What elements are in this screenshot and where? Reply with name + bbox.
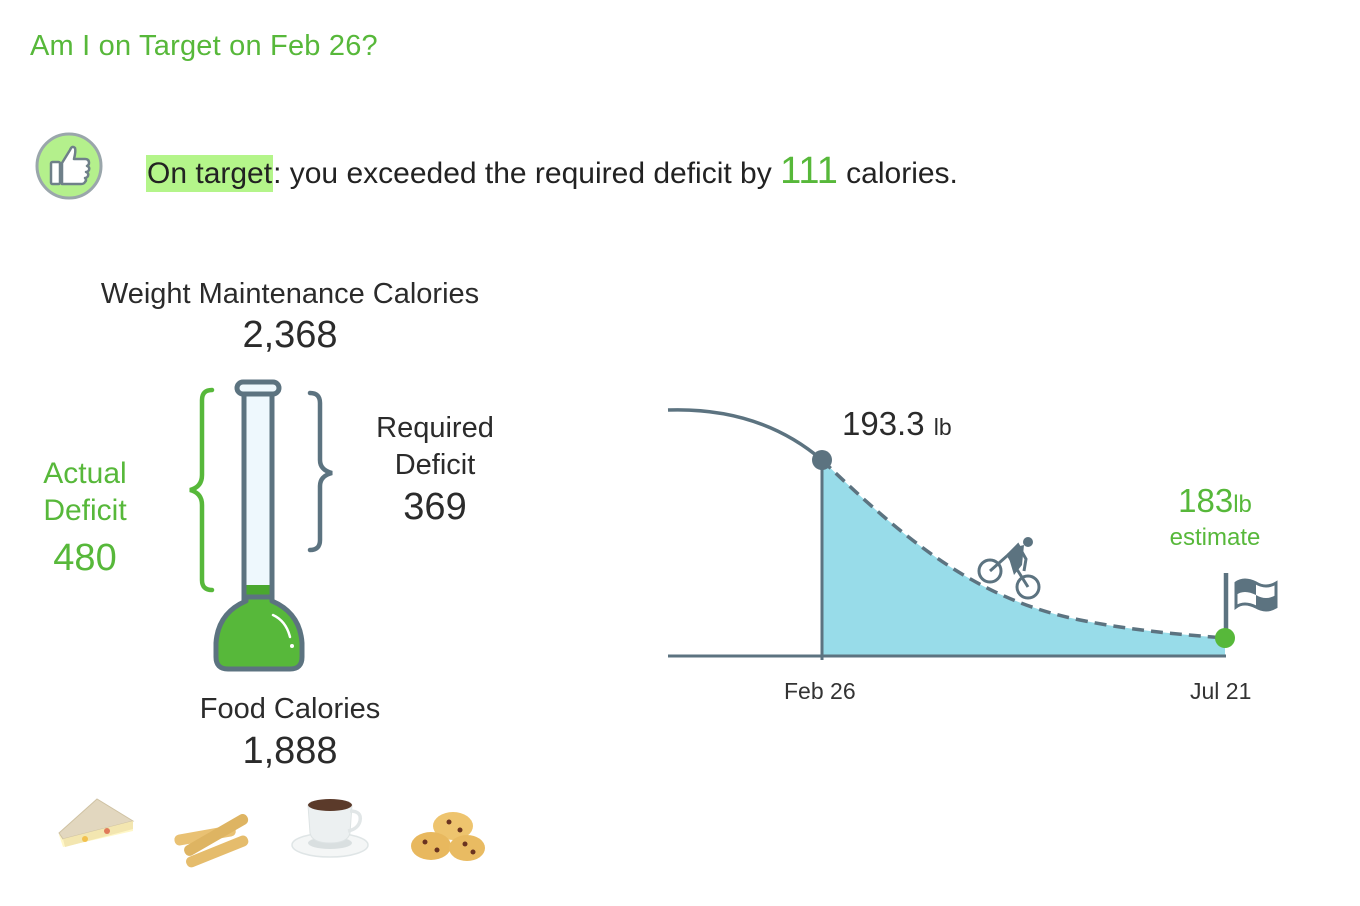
cookies-icon (405, 808, 490, 868)
target-weight-caption: estimate (1169, 524, 1261, 551)
status-text-before: : you exceeded the required deficit by (273, 157, 781, 190)
actual-deficit-label-line2: Deficit (43, 494, 127, 527)
required-deficit-value: 369 (403, 486, 467, 528)
actual-deficit-value: 480 (53, 537, 117, 579)
status-message: On target: you exceeded the required def… (146, 150, 958, 193)
exceeded-calories-value: 111 (780, 150, 838, 192)
required-deficit-label-line1: Required (376, 412, 494, 444)
coffee-cup-icon (290, 795, 370, 860)
required-deficit-brace (307, 390, 333, 553)
food-calories-label: Food Calories (199, 693, 381, 725)
required-deficit-label-line2: Deficit (394, 449, 476, 481)
x-axis-start-label: Feb 26 (784, 678, 856, 704)
food-calories-value: 1,888 (242, 730, 338, 772)
current-weight-unit: lb (933, 414, 952, 440)
actual-deficit-label: Actual Deficit (20, 455, 150, 529)
x-axis-end-label: Jul 21 (1190, 678, 1252, 704)
current-weight-label: 193.3 lb (842, 405, 952, 443)
actual-deficit-label-line1: Actual (43, 457, 127, 490)
status-badge: On target (146, 155, 274, 192)
current-weight-value: 193.3 (842, 405, 925, 442)
weight-projection-chart (660, 395, 1290, 670)
required-deficit-label: Required Deficit (360, 410, 510, 484)
target-weight-value: 183 (1178, 482, 1234, 519)
cyclist-icon (977, 537, 1041, 600)
maintenance-calories-value: 2,368 (242, 314, 338, 356)
thumbs-up-icon (35, 132, 103, 200)
sandwich-icon (55, 795, 137, 855)
page-title: Am I on Target on Feb 26? (30, 30, 378, 62)
checkered-flag-icon (1234, 578, 1278, 612)
breadsticks-icon (170, 808, 255, 868)
actual-deficit-brace (189, 387, 215, 593)
status-text-after: calories. (837, 157, 958, 190)
maintenance-calories-label: Weight Maintenance Calories (100, 278, 480, 310)
calorie-flask-graphic (180, 375, 350, 680)
target-weight-unit: lb (1233, 491, 1252, 518)
target-weight-label: 183lb estimate (1150, 482, 1280, 552)
